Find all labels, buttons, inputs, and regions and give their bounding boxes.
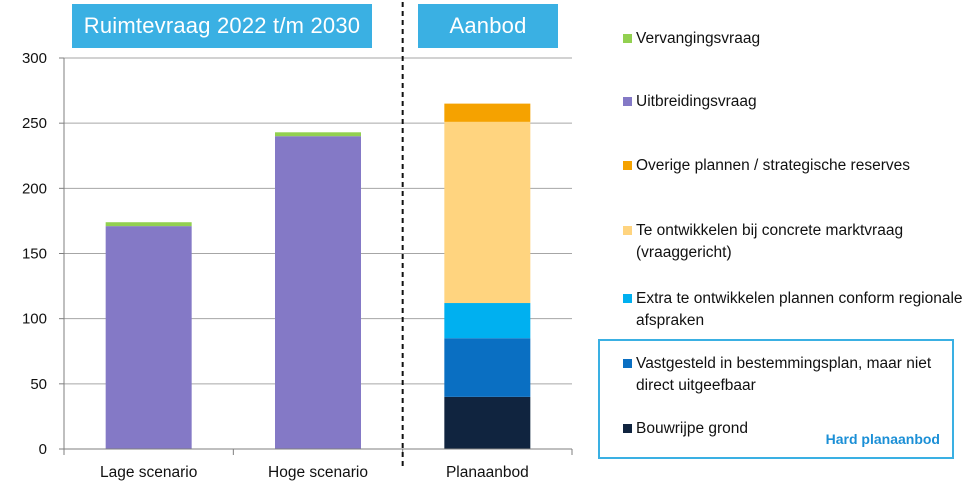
legend-swatch: [623, 97, 632, 106]
legend-label: Vastgesteld in bestemmingsplan, maar nie…: [636, 355, 932, 394]
legend-label: Extra te ontwikkelen plannen conform reg…: [636, 290, 963, 329]
y-tick-label: 150: [22, 246, 47, 263]
legend-swatch: [623, 294, 632, 303]
legend-swatch: [623, 34, 632, 43]
y-tick-label: 0: [39, 441, 47, 458]
bar-segment: [105, 226, 192, 449]
bar-segment: [444, 303, 531, 339]
bar-segment: [105, 222, 192, 227]
legend-swatch: [623, 424, 632, 433]
legend-item: Uitbreidingsvraag: [623, 91, 966, 113]
legend-item: Extra te ontwikkelen plannen conform reg…: [623, 288, 966, 332]
legend-item: Vervangingsvraag: [623, 28, 966, 50]
y-tick-label: 250: [22, 115, 47, 132]
y-tick-label: 200: [22, 180, 47, 197]
legend-label: Bouwrijpe grond: [636, 420, 749, 437]
legend-item: Vastgesteld in bestemmingsplan, maar nie…: [623, 353, 966, 397]
bar-segment: [444, 338, 531, 397]
legend-swatch: [623, 226, 632, 235]
legend-label: Uitbreidingsvraag: [636, 93, 757, 110]
supply-header: Aanbod: [418, 4, 558, 48]
x-category-label: Lage scenario: [100, 464, 197, 481]
legend-item: Te ontwikkelen bij concrete marktvraag (…: [623, 220, 966, 264]
bar-segment: [444, 121, 531, 304]
legend-swatch: [623, 359, 632, 368]
hard-supply-label: Hard planaanbod: [825, 431, 940, 447]
legend-label: Te ontwikkelen bij concrete marktvraag (…: [636, 222, 904, 261]
legend-item: Overige plannen / strategische reserves: [623, 155, 966, 177]
x-category-label: Planaanbod: [446, 464, 529, 481]
bar-segment: [275, 136, 361, 449]
y-tick-label: 300: [22, 50, 47, 67]
legend-swatch: [623, 161, 632, 170]
bar-segment: [444, 103, 531, 122]
legend-item: Bouwrijpe grond: [623, 418, 966, 440]
bar-segment: [275, 132, 361, 137]
hard-supply-box: Hard planaanbod: [598, 339, 954, 459]
y-tick-label: 100: [22, 311, 47, 328]
bar-segment: [444, 396, 531, 449]
legend-label: Vervangingsvraag: [636, 30, 761, 47]
legend-label: Overige plannen / strategische reserves: [636, 157, 910, 174]
x-category-label: Hoge scenario: [268, 464, 368, 481]
y-tick-label: 50: [30, 376, 47, 393]
demand-header: Ruimtevraag 2022 t/m 2030: [72, 4, 372, 48]
